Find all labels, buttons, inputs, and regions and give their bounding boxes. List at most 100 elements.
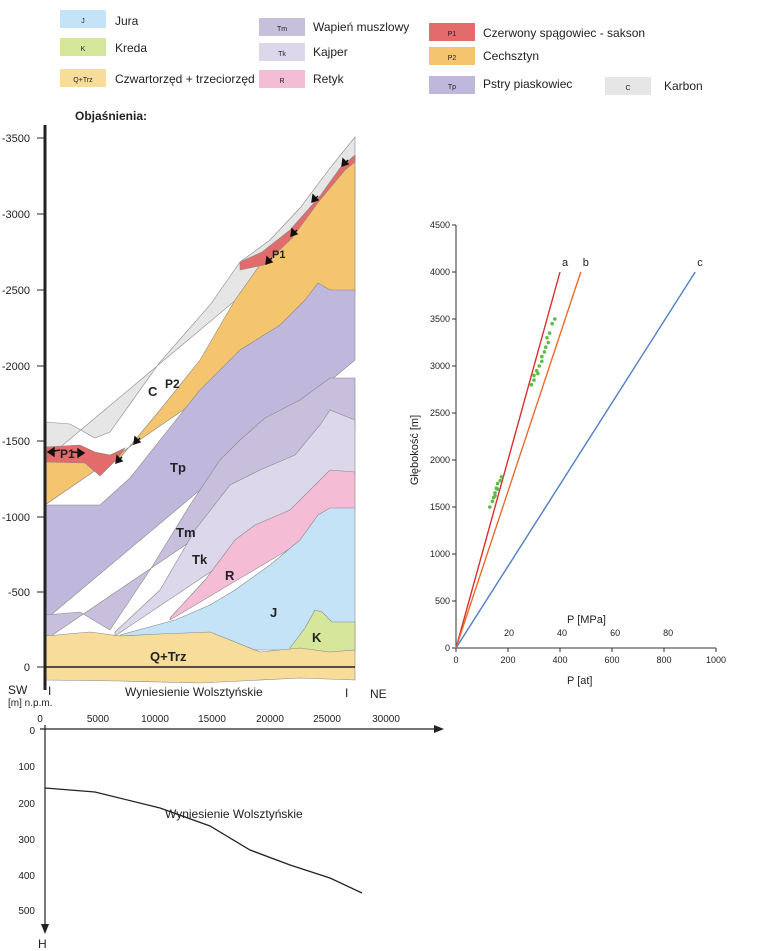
legend-code-czwartorzed: Q+Trz: [73, 77, 93, 84]
pressure-series-line-a: [455, 271, 561, 649]
pressure-y-label: Głębokość [m]: [409, 415, 421, 485]
pressure-data-point: [490, 499, 495, 504]
pressure-x2-ticks: 20 40 60 80: [504, 628, 673, 638]
pressure-data-point: [553, 317, 557, 321]
profile-y-tick: 300: [18, 835, 35, 846]
profile-chart: 0 5000 10000 15000 20000 25000 30000 0 1…: [18, 714, 444, 951]
pressure-x2-tick-label: 60: [610, 628, 620, 638]
pressure-data-point: [534, 368, 539, 373]
layer-czerwony: [44, 154, 356, 477]
pressure-x-tick-label: 200: [500, 655, 515, 665]
pressure-x-tick-label: 400: [552, 655, 567, 665]
legend-code-cechsztyn: P2: [448, 55, 457, 62]
pressure-chart: 0 200 400 600 800 1000 20 40 60 80 0 500 1000 1500 2…: [409, 220, 726, 687]
profile-x-tick: 15000: [198, 714, 226, 725]
pressure-data-point: [529, 383, 534, 387]
pressure-data-point: [546, 340, 551, 345]
cross-section: -3500 -3000 -2500 -2000 -1500 -1000 -500…: [2, 125, 387, 709]
legend-label-retyk: Retyk: [313, 72, 345, 86]
section-arrows: [46, 157, 350, 465]
pressure-y-tick-label: 500: [435, 596, 450, 606]
legend-title: Objaśnienia:: [75, 109, 147, 123]
legend-swatch-pstry: [429, 76, 475, 94]
section-y-ticks: -3500 -3000 -2500 -2000 -1500 -1000 -500…: [2, 133, 45, 674]
section-y-unit: [m] n.p.m.: [8, 698, 52, 709]
profile-x-tick: 0: [37, 714, 43, 725]
pressure-points: [488, 317, 557, 509]
profile-x-tick: 20000: [256, 714, 284, 725]
layer-czwartorzed: [44, 631, 356, 684]
pressure-data-point: [550, 321, 554, 326]
pressure-data-point: [495, 487, 500, 491]
legend-label-cechsztyn: Cechsztyn: [483, 49, 539, 63]
pressure-data-point: [532, 378, 536, 382]
pressure-data-point: [488, 505, 492, 509]
legend-swatch-czerwony: [429, 23, 475, 41]
pressure-x2-label: P [MPa]: [567, 614, 606, 626]
pressure-y-ticks: 0 500 1000 1500 2000 2500 3000 3500 4000 4500: [430, 220, 456, 653]
pressure-lines: a b c: [455, 257, 703, 649]
section-tick-label: -3500: [2, 133, 30, 145]
pressure-data-point: [542, 350, 547, 354]
pressure-data-point: [547, 331, 552, 335]
profile-x-tick: 5000: [87, 714, 110, 725]
section-tick-label: -3000: [2, 209, 30, 221]
profile-y-tick: 500: [18, 906, 35, 917]
legend-code-wapien: Tm: [277, 26, 287, 33]
pressure-data-point: [536, 371, 540, 376]
legend-code-kreda: K: [81, 46, 86, 53]
label-wapien: Tm: [176, 525, 196, 540]
profile-x-ticks: 0 5000 10000 15000 20000 25000 30000: [37, 714, 400, 725]
label-czerwony-right: P1: [272, 249, 285, 261]
section-sw-label: SW: [8, 683, 28, 697]
pressure-x2-tick-label: 40: [557, 628, 567, 638]
section-tick-label: 0: [24, 662, 30, 674]
pressure-data-point: [493, 493, 497, 498]
pressure-x-tick-label: 0: [453, 655, 458, 665]
pressure-y-tick-label: 2500: [430, 408, 450, 418]
pressure-series-line-b: [455, 271, 582, 649]
legend-swatch-karbon: [605, 77, 651, 95]
legend-code-jura: J: [81, 18, 85, 25]
pressure-series-label-a: a: [562, 257, 569, 269]
pressure-data-point: [543, 345, 548, 350]
legend-code-czerwony: P1: [448, 31, 457, 38]
legend-swatch-czwartorzed: [60, 69, 106, 87]
legend-code-karbon: C: [625, 85, 630, 92]
profile-x-tick: 25000: [313, 714, 341, 725]
pressure-data-point: [499, 475, 504, 479]
label-jura: J: [270, 605, 277, 620]
profile-y-label: H: [38, 937, 47, 951]
label-kajper: Tk: [192, 552, 208, 567]
pressure-y-tick-label: 3000: [430, 361, 450, 371]
pressure-y-tick-label: 3500: [430, 314, 450, 324]
pressure-x-tick-label: 600: [604, 655, 619, 665]
section-tick-label: -1000: [2, 512, 30, 524]
profile-y-tick: 400: [18, 871, 35, 882]
profile-x-arrow: [434, 725, 444, 733]
legend-code-kajper: Tk: [278, 51, 286, 58]
section-tick-label: -500: [8, 587, 30, 599]
legend-swatch-kreda: [60, 38, 106, 56]
legend-swatch-wapien: [259, 18, 305, 36]
profile-y-tick: 100: [18, 762, 35, 773]
label-kreda: K: [312, 630, 322, 645]
pressure-data-point: [493, 491, 497, 495]
legend-label-pstry: Pstry piaskowiec: [483, 77, 572, 91]
pressure-x-ticks: 0 200 400 600 800 1000: [453, 648, 726, 665]
pressure-x2-tick-label: 20: [504, 628, 514, 638]
legend-swatch-kajper: [259, 43, 305, 61]
profile-y-ticks: 0 100 200 300 400 500: [18, 726, 35, 917]
legend-label-kajper: Kajper: [313, 45, 348, 59]
pressure-series-label-b: b: [583, 257, 589, 269]
profile-y-tick: 0: [29, 726, 35, 737]
pressure-data-point: [545, 336, 549, 340]
legend-swatch-jura: [60, 10, 106, 28]
layer-pstry: [44, 282, 356, 621]
pressure-y-tick-label: 1000: [430, 549, 450, 559]
legend-label-jura: Jura: [115, 14, 139, 28]
profile-y-arrow: [41, 924, 49, 934]
pressure-series-line-c: [455, 271, 696, 649]
pressure-data-point: [495, 481, 500, 486]
pressure-x-label: P [at]: [567, 675, 592, 687]
